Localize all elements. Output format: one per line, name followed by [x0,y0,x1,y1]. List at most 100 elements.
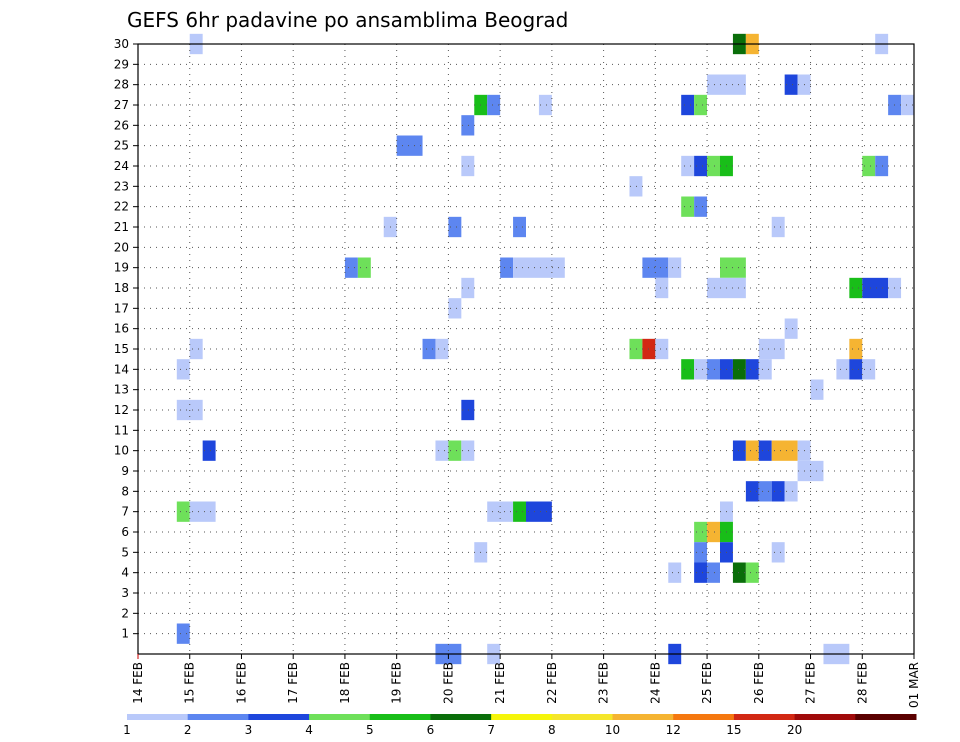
heatmap-cell [707,521,720,543]
x-tick-label: 17 FEB [286,662,300,704]
heatmap-cell [875,155,889,177]
heatmap-cell [745,481,759,502]
legend-swatch [309,714,371,720]
y-tick-label: 16 [114,322,129,336]
heatmap-cell [707,562,720,583]
x-tick-label: 24 FEB [648,662,662,704]
y-tick-label: 18 [114,281,129,295]
heatmap-cell [629,338,643,360]
heatmap-cell [849,338,863,360]
heatmap-cell [732,440,746,461]
color-legend: 1 2 3 4 5 6 7 8 10 12 15 20 [123,714,917,737]
heatmap-cell [681,155,695,177]
y-tick-label: 5 [121,545,129,559]
heatmap-cell [694,155,708,177]
y-tick-label: 14 [114,362,129,376]
x-tick-label: 18 FEB [338,662,352,704]
heatmap-cell [668,562,682,583]
heatmap-cell [435,338,449,360]
heatmap-cell [513,501,526,522]
heatmap-cell [526,501,552,522]
heatmap-cell [732,359,746,380]
y-tick-label: 4 [121,566,129,580]
legend-label: 6 [427,723,435,737]
heatmap-cell [862,155,876,177]
heatmap-cell [681,359,695,380]
heatmap-cell [862,277,889,299]
y-tick-label: 25 [114,139,129,153]
heatmap-cell [784,74,798,95]
heatmap-cell [694,562,708,583]
legend-swatch [612,714,674,720]
y-tick-label: 29 [114,57,129,71]
heatmap-cell [694,521,708,543]
heatmap-cell [681,94,695,116]
heatmap-cell [771,542,785,563]
legend-label: 1 [123,723,131,737]
heatmap-cell [810,379,824,400]
heatmap-cell [758,440,772,461]
heatmap-cell [487,94,501,116]
heatmap-cell [513,216,526,238]
heatmap-cell [707,155,720,177]
heatmap-cell [642,257,669,278]
heatmap-cell [681,196,695,217]
y-tick-label: 17 [114,301,129,315]
heatmap-cell [461,440,475,461]
y-tick-label: 30 [114,37,129,51]
heatmap-cell [422,338,436,360]
heatmap-cell [500,257,514,278]
legend-swatch [551,714,614,720]
x-tick-label: 23 FEB [597,662,611,704]
heatmap-cell [771,216,785,238]
chart-title: GEFS 6hr padavine po ansamblima Beograd [127,8,568,32]
heatmap-cell [189,501,216,522]
y-tick-label: 7 [121,505,129,519]
y-tick-label: 2 [121,606,129,620]
heatmap-cell [745,440,759,461]
heatmap-cell [745,359,759,380]
y-tick-label: 10 [114,444,129,458]
heatmap-cell [435,440,449,461]
y-axis: 1234567891011121314151617181920212223242… [114,37,138,641]
heatmap-cell [461,115,475,136]
y-tick-label: 9 [121,464,129,478]
y-tick-label: 23 [114,179,129,193]
heatmap-cell [849,359,863,380]
heatmap-cell [771,440,798,461]
legend-swatch [855,714,917,720]
y-tick-label: 28 [114,78,129,92]
heatmap-cell [461,277,475,299]
y-tick-label: 19 [114,261,129,275]
y-tick-label: 11 [114,423,129,437]
y-tick-label: 24 [114,159,129,173]
heatmap-cell [357,257,371,278]
x-tick-label: 21 FEB [493,662,507,704]
legend-swatch [673,714,735,720]
heatmap-cell [655,338,669,360]
heatmap-cells [176,33,914,665]
legend-label: 4 [305,723,313,737]
heatmap-cell [694,94,708,116]
x-tick-label: 28 FEB [855,662,869,704]
y-tick-label: 8 [121,484,129,498]
y-tick-label: 12 [114,403,129,417]
heatmap-cell [487,501,514,522]
legend-label: 5 [366,723,374,737]
legend-label: 10 [605,723,620,737]
x-tick-label: 20 FEB [441,662,455,704]
legend-swatch [187,714,249,720]
heatmap-cell [202,440,216,461]
legend-swatch [248,714,310,720]
legend-label: 20 [787,723,802,737]
heatmap-cell [758,338,785,360]
legend-swatch [127,714,189,720]
y-tick-label: 3 [121,586,129,600]
heatmap-cell [758,359,772,380]
heatmap-cell [396,135,423,156]
heatmap-cell [189,338,203,360]
legend-swatch [491,714,553,720]
legend-swatch [369,714,431,720]
legend-swatch [430,714,492,720]
legend-label: 8 [548,723,556,737]
